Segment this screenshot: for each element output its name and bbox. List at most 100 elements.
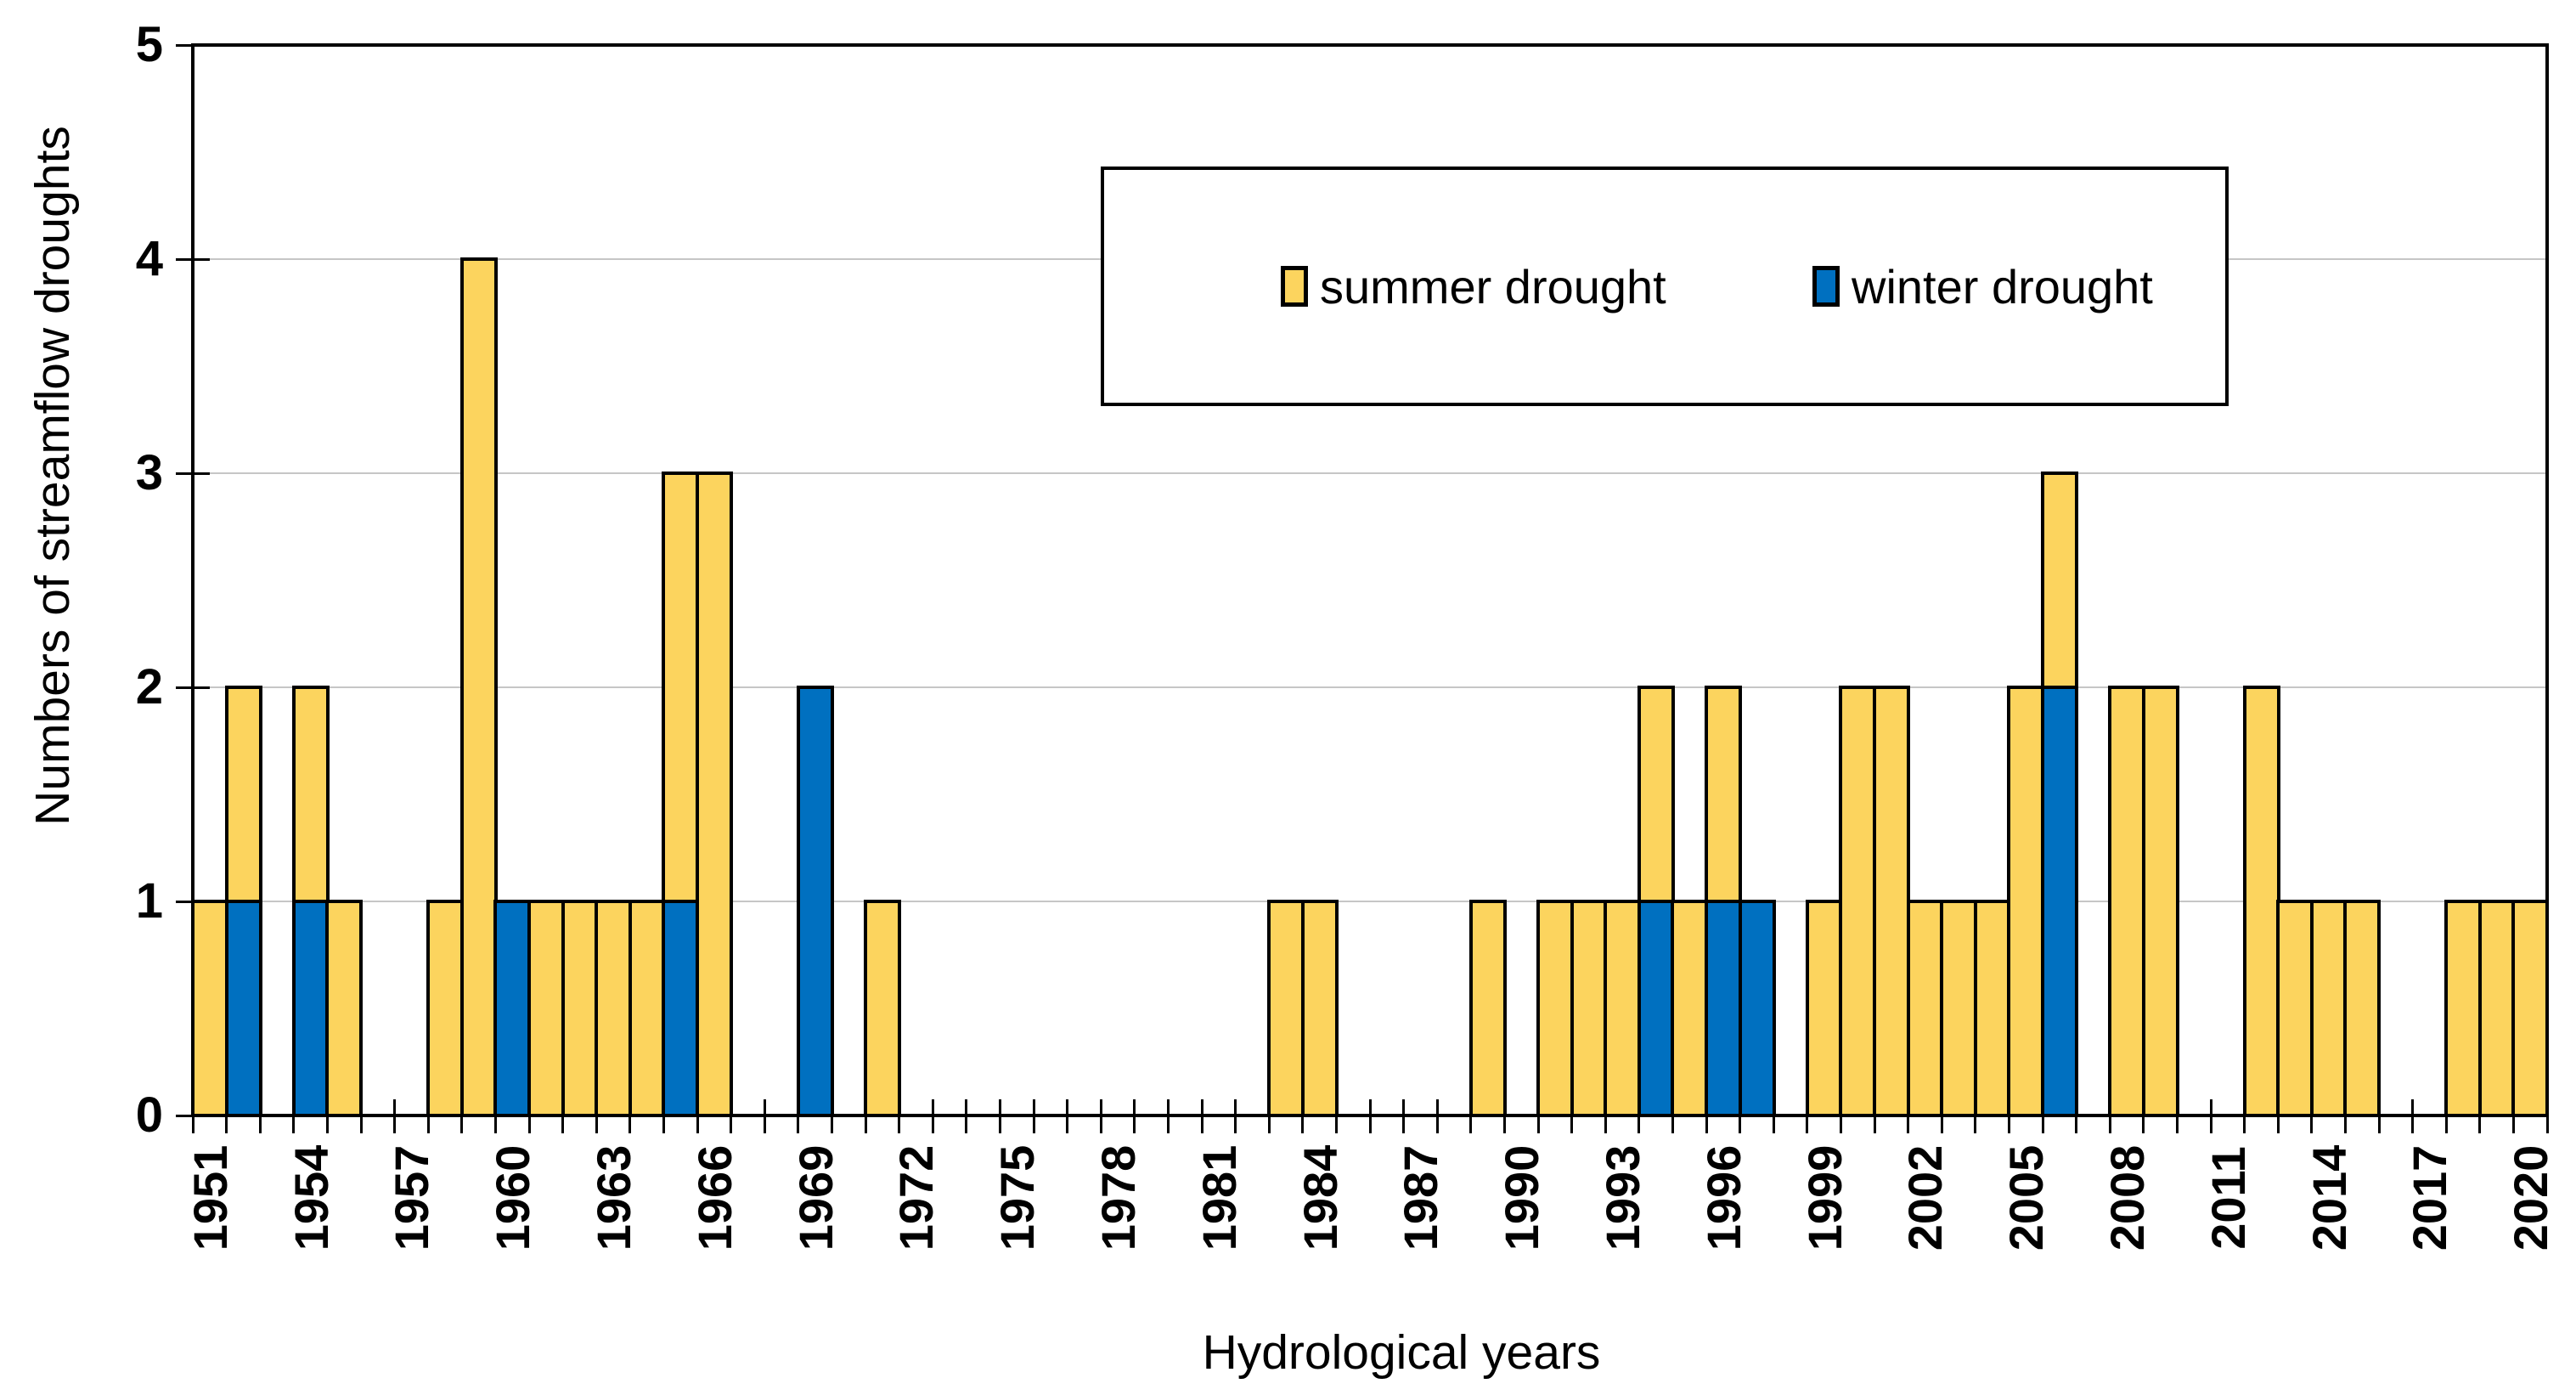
bar-2006-summer bbox=[2041, 472, 2078, 689]
x-tick-label-2014: 2014 bbox=[2302, 1144, 2356, 1251]
legend-label-winter: winter drought bbox=[1852, 259, 2153, 313]
bar-1951-summer bbox=[191, 900, 228, 1117]
x-tick-label-1981: 1981 bbox=[1192, 1144, 1246, 1251]
bar-1996-summer bbox=[1705, 686, 1742, 903]
bar-1994-summer bbox=[1637, 686, 1675, 903]
x-tick-label-1999: 1999 bbox=[1797, 1144, 1852, 1251]
legend-label-summer: summer drought bbox=[1320, 259, 1666, 313]
bar-1994-winter bbox=[1637, 900, 1675, 1117]
bar-2003-summer bbox=[1940, 900, 1977, 1117]
y-tick-label-0: 0 bbox=[135, 1087, 163, 1143]
y-tick-3 bbox=[176, 472, 210, 475]
bar-2014-summer bbox=[2310, 900, 2348, 1117]
bar-1983-summer bbox=[1267, 900, 1305, 1117]
bar-2009-summer bbox=[2142, 686, 2179, 1117]
y-tick-label-5: 5 bbox=[135, 17, 163, 72]
bar-1962-summer bbox=[561, 900, 599, 1117]
bar-1963-summer bbox=[595, 900, 632, 1117]
x-axis-title: Hydrological years bbox=[1202, 1325, 1601, 1380]
y-tick-4 bbox=[176, 258, 210, 261]
bar-1954-winter bbox=[292, 900, 330, 1117]
x-tick-label-2005: 2005 bbox=[1998, 1144, 2053, 1251]
bar-1993-summer bbox=[1604, 900, 1641, 1117]
y-tick-label-1: 1 bbox=[135, 873, 163, 929]
bar-2006-winter bbox=[2041, 686, 2078, 1117]
y-tick-label-2: 2 bbox=[135, 659, 163, 714]
x-tick-label-1990: 1990 bbox=[1494, 1144, 1548, 1251]
x-tick-label-1978: 1978 bbox=[1091, 1144, 1145, 1251]
bar-2015-summer bbox=[2343, 900, 2381, 1117]
bar-1954-summer bbox=[292, 686, 330, 903]
legend-item-winter: winter drought bbox=[1812, 170, 2153, 403]
bar-1958-summer bbox=[426, 900, 464, 1117]
bar-1959-summer bbox=[460, 257, 498, 1117]
bar-1955-summer bbox=[325, 900, 363, 1117]
bar-1966-summer bbox=[696, 472, 733, 1117]
x-tick-label-1996: 1996 bbox=[1696, 1144, 1750, 1251]
bar-2012-summer bbox=[2243, 686, 2280, 1117]
x-tick-label-1969: 1969 bbox=[788, 1144, 843, 1251]
bar-1964-summer bbox=[628, 900, 666, 1117]
bar-1997-winter bbox=[1739, 900, 1776, 1117]
x-tick-label-2017: 2017 bbox=[2402, 1144, 2456, 1251]
bar-1965-winter bbox=[662, 900, 699, 1117]
x-tick-label-1954: 1954 bbox=[284, 1144, 338, 1251]
gridline-3 bbox=[193, 472, 2547, 474]
y-axis-title: Numbers of streamflow droughts bbox=[25, 126, 80, 826]
bar-2002-summer bbox=[1907, 900, 1944, 1117]
x-tick-23 bbox=[965, 1099, 967, 1133]
bar-2001-summer bbox=[1873, 686, 1910, 1117]
x-tick-label-2008: 2008 bbox=[2100, 1144, 2154, 1251]
x-tick-17 bbox=[764, 1099, 766, 1133]
x-tick-label-1975: 1975 bbox=[989, 1144, 1044, 1251]
bar-1996-winter bbox=[1705, 900, 1742, 1117]
bar-2020-summer bbox=[2511, 900, 2549, 1117]
bar-1992-summer bbox=[1570, 900, 1608, 1117]
bar-2005-summer bbox=[2007, 686, 2044, 1117]
x-tick-label-1987: 1987 bbox=[1393, 1144, 1447, 1251]
bar-2013-summer bbox=[2276, 900, 2314, 1117]
y-tick-label-4: 4 bbox=[135, 231, 163, 286]
bar-1965-summer bbox=[662, 472, 699, 903]
x-tick-29 bbox=[1167, 1099, 1170, 1133]
x-tick-label-1951: 1951 bbox=[183, 1144, 237, 1251]
bar-1960-winter bbox=[493, 900, 531, 1117]
bar-1969-winter bbox=[797, 686, 834, 1117]
x-tick-label-1966: 1966 bbox=[687, 1144, 741, 1251]
gridline-2 bbox=[193, 686, 2547, 688]
bar-1989-summer bbox=[1469, 900, 1507, 1117]
bar-2004-summer bbox=[1974, 900, 2011, 1117]
bar-1952-summer bbox=[225, 686, 262, 903]
bar-1999-summer bbox=[1806, 900, 1843, 1117]
x-tick-label-1960: 1960 bbox=[485, 1144, 539, 1251]
x-tick-35 bbox=[1369, 1099, 1372, 1133]
y-tick-5 bbox=[176, 44, 210, 47]
gridline-1 bbox=[193, 901, 2547, 902]
x-tick-26 bbox=[1066, 1099, 1068, 1133]
x-tick-label-1963: 1963 bbox=[586, 1144, 640, 1251]
x-tick-label-1972: 1972 bbox=[888, 1144, 943, 1251]
x-tick-label-2011: 2011 bbox=[2201, 1146, 2255, 1250]
bar-1961-summer bbox=[527, 900, 565, 1117]
bar-1984-summer bbox=[1301, 900, 1339, 1117]
x-tick-label-1984: 1984 bbox=[1293, 1144, 1347, 1251]
bar-1991-summer bbox=[1536, 900, 1574, 1117]
summer-drought-swatch bbox=[1281, 266, 1308, 307]
legend-item-summer: summer drought bbox=[1281, 170, 1666, 403]
x-tick-label-1993: 1993 bbox=[1595, 1144, 1649, 1251]
x-tick-label-1957: 1957 bbox=[384, 1144, 438, 1251]
winter-drought-swatch bbox=[1812, 266, 1840, 307]
y-tick-2 bbox=[176, 686, 210, 689]
legend-box: summer drought winter drought bbox=[1101, 167, 2229, 406]
y-tick-label-3: 3 bbox=[135, 445, 163, 500]
bar-1952-winter bbox=[225, 900, 262, 1117]
bar-1971-summer bbox=[864, 900, 901, 1117]
bar-2019-summer bbox=[2478, 900, 2516, 1117]
x-tick-label-2020: 2020 bbox=[2503, 1144, 2557, 1251]
bar-2000-summer bbox=[1839, 686, 1876, 1117]
bar-2018-summer bbox=[2444, 900, 2482, 1117]
bar-2008-summer bbox=[2108, 686, 2145, 1117]
bar-1995-summer bbox=[1671, 900, 1708, 1117]
x-tick-label-2002: 2002 bbox=[1897, 1144, 1952, 1251]
